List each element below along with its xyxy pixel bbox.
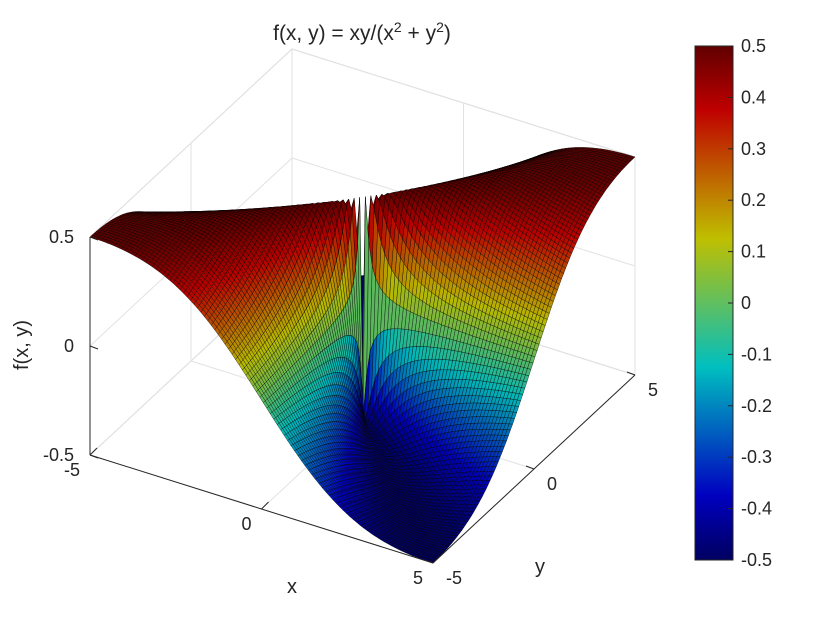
- surface-mesh: [89, 147, 636, 564]
